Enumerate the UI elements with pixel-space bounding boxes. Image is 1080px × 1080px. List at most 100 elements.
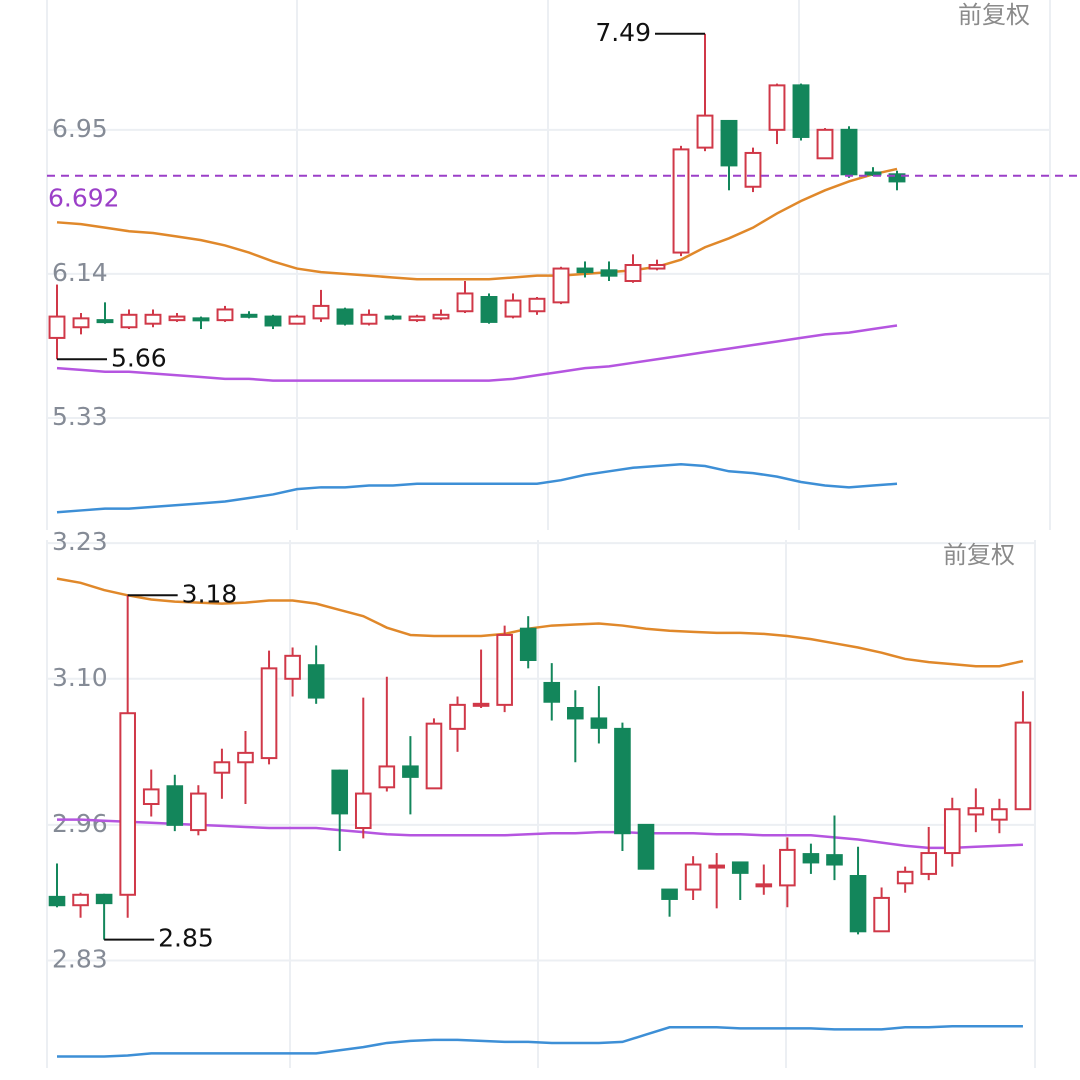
candle-body bbox=[672, 148, 690, 254]
candle-body bbox=[472, 702, 490, 707]
candle-body bbox=[779, 848, 796, 887]
candle-body bbox=[991, 808, 1008, 821]
candle-body bbox=[816, 128, 834, 160]
candle-body bbox=[72, 317, 90, 329]
candle-body bbox=[896, 870, 914, 885]
candle-body bbox=[72, 893, 89, 907]
candle-body bbox=[288, 315, 306, 325]
candle-body bbox=[144, 313, 162, 325]
candle-body bbox=[48, 895, 66, 907]
candle-body bbox=[1014, 721, 1032, 811]
candle-body bbox=[792, 84, 810, 138]
candle-body bbox=[552, 267, 570, 304]
candle-body bbox=[943, 808, 961, 855]
candle-body bbox=[260, 667, 278, 760]
candle-body bbox=[284, 654, 301, 680]
candle-body bbox=[768, 84, 786, 131]
candle-body bbox=[684, 863, 702, 891]
candle-body bbox=[240, 313, 258, 318]
candle-body bbox=[96, 319, 114, 324]
candle-body bbox=[480, 296, 498, 323]
indicator-line bbox=[57, 1025, 1023, 1058]
candle-body bbox=[873, 896, 890, 933]
candle-body bbox=[166, 785, 184, 826]
candle-body bbox=[190, 792, 207, 832]
extreme-label: 5.66 bbox=[111, 343, 167, 372]
candle-body bbox=[920, 852, 938, 875]
y-tick-label: 5.33 bbox=[52, 402, 108, 431]
candle-body bbox=[849, 875, 867, 933]
candle-body bbox=[637, 823, 655, 870]
candle-body bbox=[755, 883, 773, 888]
candle-body bbox=[731, 861, 749, 874]
candle-body bbox=[354, 792, 372, 830]
candle-body bbox=[336, 308, 354, 325]
candle-body bbox=[840, 128, 858, 176]
candle-body bbox=[456, 292, 474, 313]
candle-body bbox=[519, 627, 537, 662]
candle-body bbox=[967, 807, 985, 816]
candle-body bbox=[307, 664, 325, 699]
extreme-label: 2.85 bbox=[158, 924, 214, 953]
candle-body bbox=[378, 765, 396, 789]
candle-body bbox=[432, 313, 450, 320]
candle-body bbox=[888, 173, 906, 183]
extreme-label: 3.18 bbox=[182, 579, 238, 608]
candle-body bbox=[567, 707, 584, 720]
indicator-line bbox=[56, 324, 898, 382]
candle-body bbox=[449, 703, 466, 730]
candle-body bbox=[142, 788, 160, 805]
y-tick-label: 6.95 bbox=[52, 114, 108, 143]
candle-body bbox=[696, 114, 714, 149]
candle-body bbox=[216, 308, 234, 322]
candle-body bbox=[119, 712, 136, 896]
candle-body bbox=[425, 722, 443, 790]
candle-body bbox=[744, 151, 762, 188]
indicator-line bbox=[57, 818, 1024, 850]
candle-body bbox=[590, 717, 608, 729]
y-tick-label: 3.23 bbox=[52, 527, 108, 556]
candle-body bbox=[331, 769, 349, 815]
candle-body bbox=[384, 315, 402, 320]
candle-body bbox=[624, 264, 642, 283]
candle-body bbox=[95, 893, 113, 905]
candle-body bbox=[708, 864, 725, 869]
y-tick-label: 2.96 bbox=[52, 809, 108, 838]
candle-body bbox=[48, 315, 66, 339]
extreme-label: 7.49 bbox=[595, 18, 651, 47]
candle-body bbox=[600, 269, 618, 277]
candle-body bbox=[576, 267, 594, 274]
candle-body bbox=[360, 313, 378, 325]
candle-body bbox=[402, 765, 419, 778]
indicator-line bbox=[56, 577, 1024, 668]
candle-body bbox=[864, 171, 882, 176]
reference-label: 6.692 bbox=[48, 184, 120, 213]
y-tick-label: 6.14 bbox=[52, 258, 108, 287]
candle-body bbox=[168, 315, 186, 322]
candle-body bbox=[264, 315, 282, 327]
candle-body bbox=[408, 315, 426, 322]
candle-body bbox=[312, 304, 330, 320]
candle-body bbox=[543, 681, 561, 703]
candle-body bbox=[192, 317, 210, 322]
candle-body bbox=[120, 313, 138, 329]
candle-body bbox=[528, 297, 546, 313]
candle-body bbox=[504, 299, 522, 318]
candle-body bbox=[496, 633, 513, 706]
candle-body bbox=[648, 264, 666, 270]
adjust-label: 前复权 bbox=[958, 1, 1030, 29]
candle-body bbox=[213, 761, 231, 774]
candle-body bbox=[614, 727, 631, 835]
y-tick-label: 3.10 bbox=[52, 663, 108, 692]
candle-body bbox=[802, 853, 820, 864]
candle-body bbox=[237, 751, 254, 764]
candle-body bbox=[720, 119, 738, 167]
indicator-line bbox=[56, 167, 898, 281]
candle-body bbox=[661, 888, 678, 900]
indicator-line bbox=[56, 462, 898, 514]
candle-body bbox=[826, 854, 843, 866]
y-tick-label: 2.83 bbox=[52, 945, 108, 974]
adjust-label: 前复权 bbox=[943, 541, 1015, 569]
